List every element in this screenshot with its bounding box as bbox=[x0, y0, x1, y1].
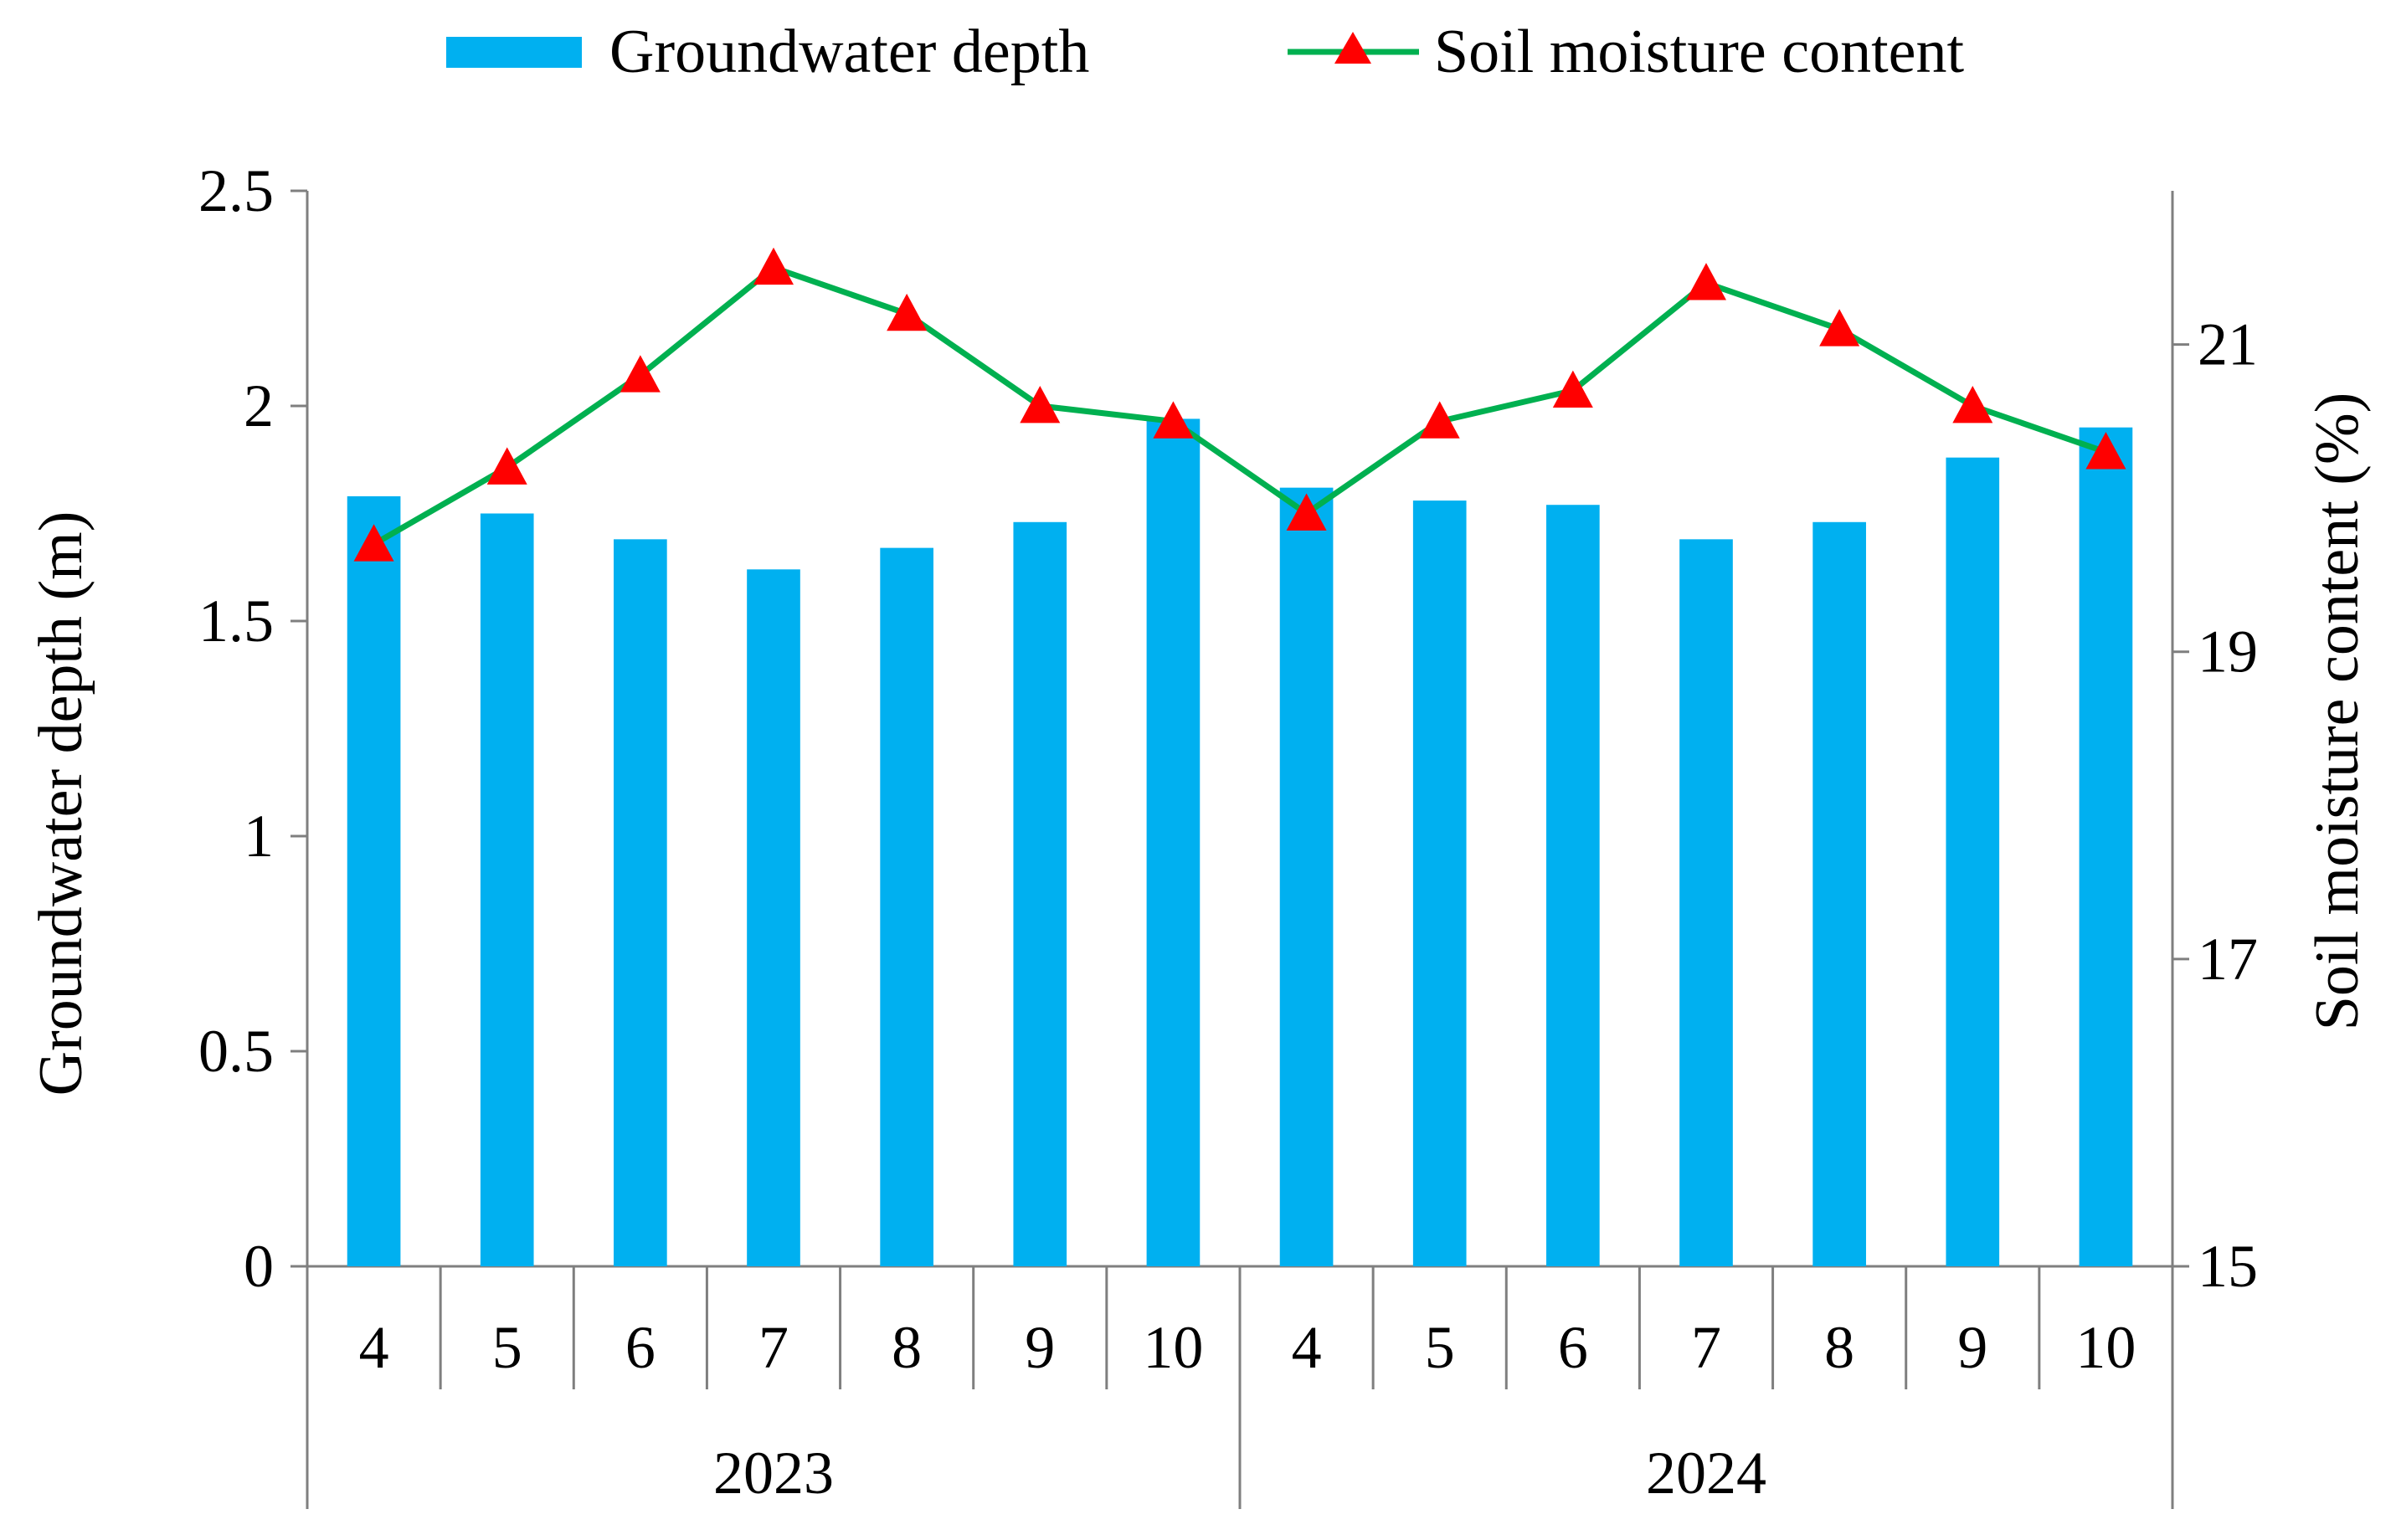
x-tick-label-month: 8 bbox=[892, 1314, 922, 1381]
line-soil-moisture-content bbox=[372, 264, 2107, 547]
left-axis-tick-label: 2.5 bbox=[198, 157, 274, 224]
marker-soil-moisture-content bbox=[353, 524, 394, 562]
bar-groundwater-depth bbox=[1946, 457, 2000, 1266]
right-axis-tick-label: 17 bbox=[2198, 926, 2258, 993]
bar-groundwater-depth bbox=[1146, 418, 1201, 1266]
marker-soil-moisture-content bbox=[1952, 386, 1993, 424]
bar-groundwater-depth bbox=[880, 547, 933, 1266]
x-tick-label-month: 9 bbox=[1025, 1314, 1055, 1381]
line-series bbox=[353, 247, 2126, 562]
left-axis-tick-label: 0.5 bbox=[198, 1018, 274, 1085]
marker-soil-moisture-content bbox=[753, 247, 794, 285]
left-axis-title: Groundwater depth (m) bbox=[27, 511, 95, 1096]
axes: 0 0.5 1 1.5 2 2.5 15 17 19 21 bbox=[198, 157, 2258, 1509]
right-axis-title: Soil moisture content (%) bbox=[2303, 393, 2372, 1030]
marker-soil-moisture-content bbox=[2085, 432, 2126, 470]
marker-soil-moisture-content bbox=[1020, 386, 1061, 424]
bar-groundwater-depth bbox=[347, 495, 401, 1266]
x-tick-label-month: 9 bbox=[1957, 1314, 1987, 1381]
bar-groundwater-depth bbox=[2079, 427, 2133, 1266]
bar-groundwater-depth bbox=[1279, 487, 1334, 1266]
bar-groundwater-depth bbox=[1013, 521, 1067, 1266]
x-tick-label-month: 4 bbox=[359, 1314, 389, 1381]
right-axis-tick-label: 19 bbox=[2198, 619, 2258, 685]
left-axis-tick-label: 0 bbox=[244, 1233, 274, 1300]
right-axis-tick-label: 21 bbox=[2198, 311, 2258, 378]
x-tick-label-month: 10 bbox=[2075, 1314, 2136, 1381]
bar-groundwater-depth bbox=[614, 539, 667, 1266]
x-tick-label-month: 6 bbox=[625, 1314, 656, 1381]
left-axis-tick-label: 2 bbox=[244, 372, 274, 439]
marker-soil-moisture-content bbox=[887, 293, 928, 331]
marker-soil-moisture-content bbox=[1552, 370, 1593, 408]
marker-soil-moisture-content bbox=[1286, 493, 1327, 531]
x-tick-label-month: 8 bbox=[1824, 1314, 1854, 1381]
bar-groundwater-depth bbox=[480, 513, 534, 1266]
x-tick-label-month: 6 bbox=[1558, 1314, 1588, 1381]
bar-groundwater-depth bbox=[1812, 521, 1866, 1266]
bar-groundwater-depth bbox=[1412, 501, 1467, 1266]
bar-groundwater-depth bbox=[1679, 539, 1733, 1266]
bar-groundwater-depth bbox=[1546, 505, 1600, 1266]
legend-label-groundwater-depth: Groundwater depth bbox=[609, 18, 1089, 86]
marker-soil-moisture-content bbox=[620, 355, 661, 393]
marker-soil-moisture-content bbox=[1419, 401, 1460, 439]
legend-marker-triangle-icon bbox=[1334, 32, 1371, 64]
legend-label-soil-moisture-content: Soil moisture content bbox=[1434, 18, 1964, 86]
x-tick-label-month: 7 bbox=[758, 1314, 789, 1381]
x-tick-label-month: 5 bbox=[1425, 1314, 1455, 1381]
marker-soil-moisture-content bbox=[486, 447, 527, 485]
marker-soil-moisture-content bbox=[1819, 309, 1860, 346]
x-group-label-year: 2023 bbox=[713, 1440, 834, 1507]
left-axis-tick-label: 1 bbox=[244, 803, 274, 870]
x-tick-label-month: 4 bbox=[1292, 1314, 1322, 1381]
left-axis-tick-label: 1.5 bbox=[198, 588, 274, 654]
legend: Groundwater depth Soil moisture content bbox=[446, 18, 1964, 86]
marker-soil-moisture-content bbox=[1686, 263, 1726, 300]
bar-series bbox=[347, 418, 2133, 1266]
marker-soil-moisture-content bbox=[1153, 401, 1194, 439]
x-axis-labels: 4 5 6 7 8 9 10 4 5 6 7 8 9 10 2023 2024 bbox=[359, 1314, 2136, 1507]
right-axis-tick-label: 15 bbox=[2198, 1233, 2258, 1300]
bar-groundwater-depth bbox=[747, 569, 800, 1266]
legend-swatch-groundwater-depth bbox=[446, 37, 582, 68]
x-tick-label-month: 5 bbox=[492, 1314, 522, 1381]
x-tick-label-month: 10 bbox=[1143, 1314, 1203, 1381]
x-group-label-year: 2024 bbox=[1646, 1440, 1766, 1507]
x-tick-label-month: 7 bbox=[1691, 1314, 1721, 1381]
